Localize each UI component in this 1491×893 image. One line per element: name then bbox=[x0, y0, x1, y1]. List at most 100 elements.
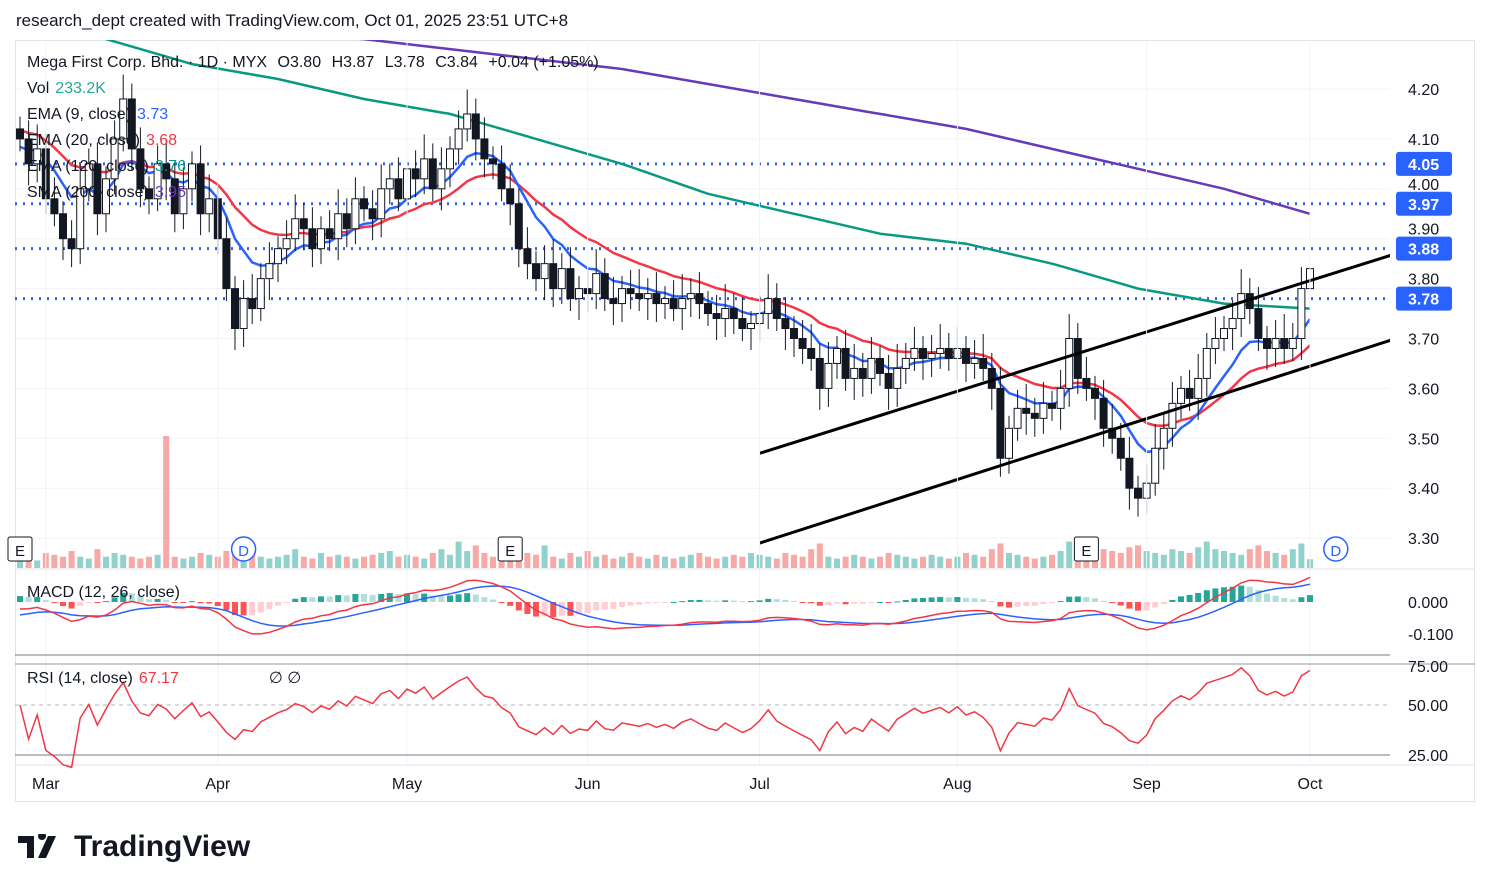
macd-histogram-bar bbox=[601, 602, 608, 610]
candle bbox=[119, 98, 128, 140]
volume-bar bbox=[223, 551, 230, 568]
candle bbox=[231, 288, 239, 330]
volume-bar bbox=[1195, 547, 1202, 568]
volume-bar bbox=[1264, 551, 1270, 568]
candle bbox=[867, 357, 876, 379]
price-tick-label: 3.50 bbox=[1408, 431, 1439, 448]
macd-histogram-bar bbox=[197, 602, 204, 604]
candle bbox=[24, 138, 33, 165]
macd-histogram-bar bbox=[481, 597, 488, 602]
volume-bar bbox=[739, 556, 746, 568]
volume-bar bbox=[593, 556, 600, 568]
time-tick-label: Jul bbox=[749, 776, 769, 793]
ema9-legend[interactable]: EMA (9, close) 3.73 bbox=[27, 106, 174, 124]
candle bbox=[1159, 427, 1168, 449]
candle bbox=[411, 168, 420, 180]
macd-histogram-bar bbox=[1246, 586, 1253, 602]
macd-histogram-bar bbox=[1049, 602, 1055, 604]
volume-bar bbox=[885, 552, 892, 568]
candle bbox=[179, 188, 188, 215]
volume-bar bbox=[1169, 549, 1176, 568]
volume-bar bbox=[154, 554, 161, 568]
volume-bar bbox=[627, 552, 634, 568]
candle bbox=[196, 163, 205, 215]
volume-bar bbox=[189, 556, 195, 568]
candle bbox=[1211, 338, 1220, 349]
volume-bar bbox=[696, 552, 703, 568]
volume-bar bbox=[352, 558, 359, 568]
volume-bar bbox=[77, 556, 84, 568]
macd-histogram-bar bbox=[550, 602, 557, 618]
ema120-legend[interactable]: EMA (120, close) 3.76 bbox=[27, 158, 192, 176]
macd-histogram-bar bbox=[1083, 597, 1090, 602]
macd-histogram-bar bbox=[283, 602, 290, 603]
tradingview-logo[interactable]: TradingView bbox=[18, 830, 250, 864]
volume-bar bbox=[1152, 552, 1159, 568]
sma200-legend[interactable]: SMA (200, close) 3.95 bbox=[27, 184, 192, 202]
symbol-name[interactable]: Mega First Corp. Bhd. · 1D · MYX bbox=[27, 54, 268, 71]
volume-bar bbox=[558, 558, 565, 568]
candle bbox=[936, 347, 945, 354]
candle bbox=[1030, 412, 1039, 419]
ema120-line bbox=[104, 40, 1311, 310]
candle bbox=[1082, 377, 1091, 389]
volume-bar bbox=[920, 556, 926, 568]
volume-bar bbox=[111, 552, 118, 568]
candle bbox=[807, 347, 816, 359]
volume-bar bbox=[292, 549, 299, 568]
macd-histogram-bar bbox=[77, 602, 84, 606]
rsi-legend[interactable]: RSI (14, close) 67.17 ∅ ∅ bbox=[27, 668, 307, 688]
time-tick-label: Apr bbox=[205, 776, 231, 793]
macd-histogram-bar bbox=[455, 594, 462, 602]
macd-histogram-bar bbox=[292, 598, 299, 602]
volume-bar bbox=[1014, 554, 1021, 568]
candle bbox=[360, 198, 368, 210]
volume-bar bbox=[1238, 554, 1245, 568]
vol-legend[interactable]: Vol 233.2K bbox=[27, 80, 112, 98]
sma200-value: 3.95 bbox=[154, 184, 186, 201]
volume-bar bbox=[851, 554, 858, 568]
macd-legend[interactable]: MACD (12, 26, close) bbox=[27, 584, 186, 602]
candle bbox=[1065, 338, 1074, 389]
volume-bar bbox=[765, 556, 772, 568]
rsi-label: RSI (14, close) bbox=[27, 670, 133, 687]
macd-histogram-bar bbox=[352, 593, 359, 602]
ema20-legend[interactable]: EMA (20, close) 3.68 bbox=[27, 132, 183, 150]
volume-bar bbox=[988, 549, 995, 568]
chart-frame[interactable] bbox=[15, 40, 1475, 802]
volume-bar bbox=[275, 556, 281, 568]
macd-histogram-bar bbox=[1057, 601, 1064, 603]
macd-histogram-bar bbox=[859, 602, 866, 604]
macd-histogram-bar bbox=[240, 602, 247, 616]
volume-bar bbox=[1272, 552, 1279, 568]
macd-histogram-bar bbox=[945, 597, 952, 602]
rsi-tick-label: 75.00 bbox=[1408, 659, 1448, 676]
volume-bar bbox=[163, 436, 170, 568]
volume-bar bbox=[997, 543, 1004, 568]
candle bbox=[893, 367, 902, 389]
macd-histogram-bar bbox=[877, 601, 883, 603]
candle bbox=[102, 178, 110, 215]
volume-bar bbox=[808, 549, 815, 568]
macd-histogram-bar bbox=[34, 596, 41, 602]
volume-bar bbox=[1109, 551, 1116, 568]
macd-histogram-bar bbox=[1126, 602, 1133, 609]
volume-bar bbox=[1031, 558, 1038, 568]
volume-bar bbox=[644, 558, 651, 568]
volume-bar bbox=[60, 556, 66, 568]
candle bbox=[428, 158, 437, 190]
volume-bar bbox=[636, 556, 643, 568]
volume-bar bbox=[541, 545, 548, 568]
candle bbox=[1116, 437, 1125, 459]
macd-histogram-bar bbox=[868, 602, 875, 603]
macd-histogram-bar bbox=[137, 596, 144, 602]
macd-histogram-bar bbox=[593, 602, 600, 611]
macd-histogram-bar bbox=[17, 596, 23, 602]
macd-histogram-bar bbox=[51, 602, 58, 603]
volume-bar bbox=[1186, 552, 1193, 568]
macd-histogram-bar bbox=[756, 600, 763, 602]
rsi-extra: ∅ ∅ bbox=[268, 670, 302, 687]
macd-histogram-bar bbox=[1289, 599, 1296, 602]
macd-histogram-bar bbox=[163, 599, 170, 602]
